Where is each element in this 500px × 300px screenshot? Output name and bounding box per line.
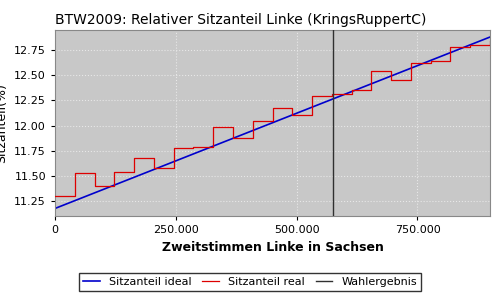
Y-axis label: Sitzanteil(%): Sitzanteil(%) xyxy=(0,83,8,163)
Sitzanteil real xyxy=(388,79,394,82)
Sitzanteil real xyxy=(52,194,58,198)
Legend: Sitzanteil ideal, Sitzanteil real, Wahlergebnis: Sitzanteil ideal, Sitzanteil real, Wahle… xyxy=(78,273,422,291)
Sitzanteil real xyxy=(131,170,137,174)
Line: Sitzanteil real: Sitzanteil real xyxy=(55,41,490,196)
Text: BTW2009: Relativer Sitzanteil Linke (KringsRuppertC): BTW2009: Relativer Sitzanteil Linke (Kri… xyxy=(55,14,426,27)
X-axis label: Zweitstimmen Linke in Sachsen: Zweitstimmen Linke in Sachsen xyxy=(162,241,384,254)
Sitzanteil real xyxy=(250,136,256,140)
Sitzanteil real xyxy=(190,145,196,148)
Sitzanteil real xyxy=(487,39,493,43)
Sitzanteil real xyxy=(448,45,454,49)
Sitzanteil real xyxy=(170,166,176,169)
